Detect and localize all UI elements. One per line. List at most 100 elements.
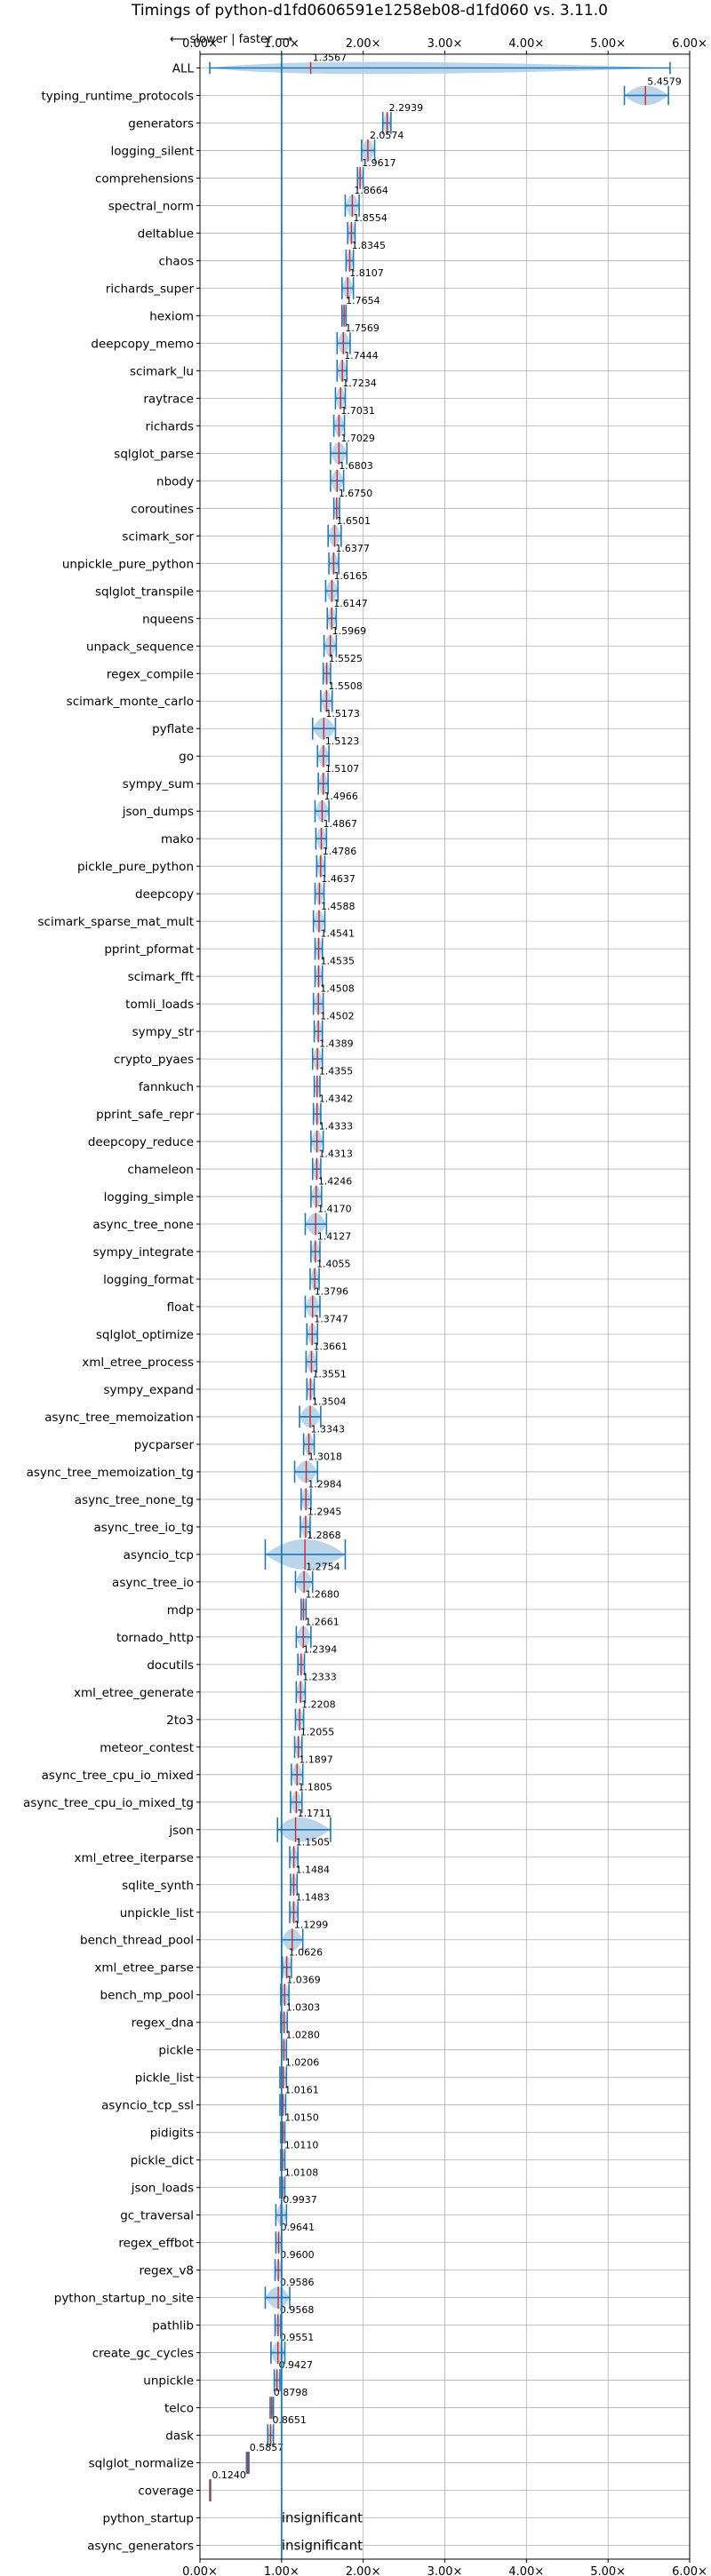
value-label: 1.9617 xyxy=(362,157,396,169)
category-label: async_tree_io_tg xyxy=(93,1521,194,1535)
value-label: 1.0206 xyxy=(285,2056,320,2068)
category-label: json_loads xyxy=(131,2182,194,2196)
value-label: 1.0110 xyxy=(284,2139,319,2151)
category-label: unpack_sequence xyxy=(86,640,194,654)
value-label: 1.6501 xyxy=(337,515,371,527)
category-label: python_startup_no_site xyxy=(54,2292,194,2306)
category-label: crypto_pyaes xyxy=(114,1053,194,1067)
value-label: 1.7569 xyxy=(345,322,379,334)
value-label: 1.6165 xyxy=(333,570,368,582)
category-label: asyncio_tcp_ssl xyxy=(101,2099,194,2113)
category-label: sqlite_synth xyxy=(122,1879,194,1893)
value-label: 2.0574 xyxy=(370,130,404,141)
category-label: python_startup xyxy=(102,2512,194,2526)
category-label: mako xyxy=(161,832,194,847)
category-label: go xyxy=(179,750,194,764)
category-label: deepcopy_memo xyxy=(91,337,194,351)
x-tick-label-top: 2.00× xyxy=(346,37,381,51)
category-label: logging_simple xyxy=(104,1190,194,1205)
category-label: async_tree_memoization_tg xyxy=(27,1466,194,1480)
value-label: 1.2680 xyxy=(305,1588,340,1600)
category-label: raytrace xyxy=(143,392,194,406)
value-label: 1.4502 xyxy=(320,1011,355,1022)
value-label: 1.3567 xyxy=(313,52,348,64)
category-labels: ALL 1.3567 typing_runtime_protocols 5.4579 g… xyxy=(23,52,682,2554)
value-label: 1.2208 xyxy=(301,1698,336,1710)
category-label: async_tree_memoization xyxy=(44,1411,194,1425)
category-label: xml_etree_process xyxy=(82,1356,194,1370)
value-label: 1.4508 xyxy=(320,983,355,995)
category-label: mdp xyxy=(167,1603,194,1618)
direction-label: ⟵ slower | faster ⟶ xyxy=(170,33,292,46)
category-label: sqlglot_transpile xyxy=(95,584,194,599)
category-label: docutils xyxy=(147,1658,194,1673)
category-label: fannkuch xyxy=(139,1080,194,1094)
category-label: unpickle_list xyxy=(120,1906,194,1920)
value-label: 1.5525 xyxy=(329,653,363,664)
x-tick-label-bottom: 6.00× xyxy=(672,2565,707,2576)
category-label: regex_dna xyxy=(132,2016,194,2031)
value-label: 1.1483 xyxy=(295,1891,330,1903)
value-label: 0.9568 xyxy=(280,2304,315,2316)
category-label: pickle_dict xyxy=(131,2154,194,2168)
value-label: 1.3551 xyxy=(312,1369,347,1380)
value-label: 1.0108 xyxy=(284,2167,319,2178)
value-label: 1.3747 xyxy=(314,1314,348,1325)
value-label: 1.0369 xyxy=(286,1974,321,1985)
category-label: nqueens xyxy=(142,612,194,626)
category-label: async_tree_cpu_io_mixed xyxy=(42,1769,194,1783)
value-label: 1.4588 xyxy=(321,901,356,912)
value-label: 1.5173 xyxy=(325,708,360,720)
x-tick-label-top: 1.00× xyxy=(264,37,300,51)
value-label: 1.3343 xyxy=(311,1424,346,1435)
value-label: 0.9600 xyxy=(280,2249,315,2261)
x-tick-label-bottom: 3.00× xyxy=(427,2565,463,2576)
category-label: pickle_pure_python xyxy=(77,860,194,874)
category-label: comprehensions xyxy=(95,171,194,186)
category-label: spectral_norm xyxy=(108,199,194,213)
value-label: 1.4313 xyxy=(318,1149,353,1160)
chart-marks xyxy=(209,61,671,2501)
category-label: nbody xyxy=(156,474,194,489)
value-label: 1.4127 xyxy=(317,1231,352,1243)
value-label: 1.2984 xyxy=(308,1479,342,1491)
value-label: 0.9937 xyxy=(283,2194,317,2206)
x-tick-label-top: 4.00× xyxy=(508,37,544,51)
value-label: 1.5969 xyxy=(332,625,367,637)
value-label: 1.4637 xyxy=(321,873,356,885)
insignificant-label: insignificant xyxy=(282,2538,363,2554)
value-label: 1.7234 xyxy=(342,378,377,389)
category-label: generators xyxy=(128,116,194,131)
value-label: 1.2868 xyxy=(307,1530,341,1541)
value-label: 1.4389 xyxy=(319,1038,354,1050)
category-label: regex_v8 xyxy=(139,2264,194,2278)
category-label: deltablue xyxy=(138,227,194,241)
category-label: scimark_sparse_mat_mult xyxy=(38,915,194,929)
category-label: scimark_fft xyxy=(128,970,194,984)
category-label: logging_format xyxy=(103,1273,194,1287)
value-label: 0.8798 xyxy=(274,2387,308,2398)
category-label: unpickle xyxy=(143,2374,194,2389)
value-label: 1.3661 xyxy=(313,1341,348,1353)
category-label: sympy_integrate xyxy=(93,1245,194,1260)
value-label: 5.4579 xyxy=(647,76,682,88)
category-label: async_tree_none_tg xyxy=(75,1493,194,1507)
value-label: 1.2661 xyxy=(305,1616,340,1627)
x-tick-label-bottom: 1.00× xyxy=(264,2565,300,2576)
category-label: chaos xyxy=(158,254,194,268)
value-label: 1.4342 xyxy=(319,1093,354,1105)
category-label: tornado_http xyxy=(116,1631,194,1645)
value-label: 1.0280 xyxy=(285,2029,320,2040)
value-label: 1.1897 xyxy=(299,1753,333,1765)
value-label: 1.4541 xyxy=(321,928,356,940)
category-label: sympy_expand xyxy=(103,1383,194,1397)
value-label: 1.2055 xyxy=(300,1726,335,1737)
value-label: 1.3504 xyxy=(312,1396,347,1408)
plot-frame xyxy=(199,53,691,2560)
value-label: 1.7031 xyxy=(340,405,375,417)
category-label: xml_etree_generate xyxy=(74,1686,194,1700)
category-label: scimark_lu xyxy=(130,364,194,378)
category-label: regex_effbot xyxy=(118,2237,194,2251)
value-label: 0.8651 xyxy=(272,2414,307,2426)
